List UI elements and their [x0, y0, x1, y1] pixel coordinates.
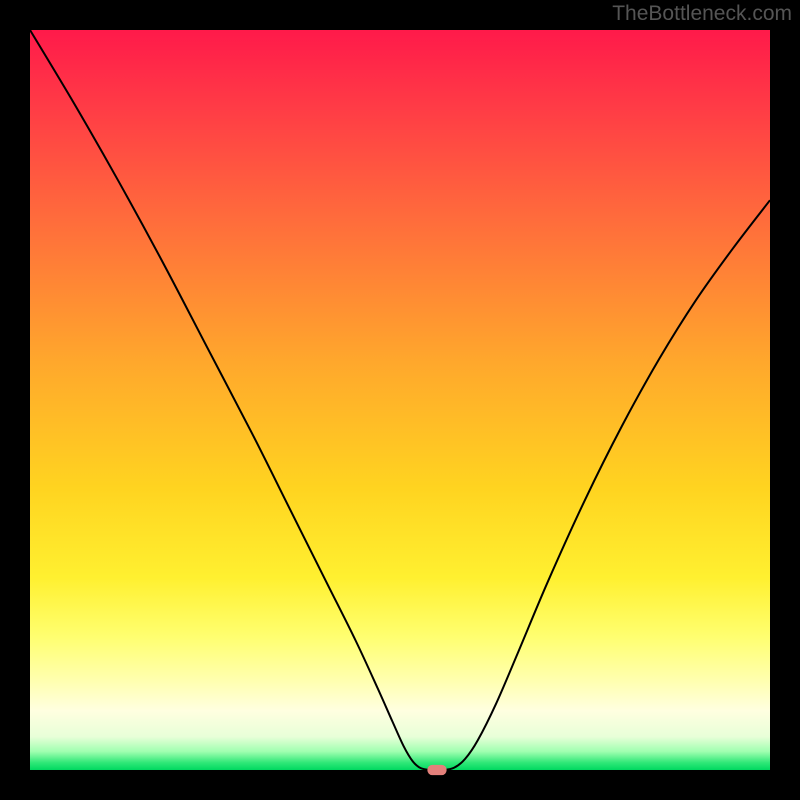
bottleneck-chart: [0, 0, 800, 800]
watermark-text: TheBottleneck.com: [612, 2, 792, 26]
plot-area: [30, 30, 770, 770]
minimum-marker: [427, 765, 446, 775]
